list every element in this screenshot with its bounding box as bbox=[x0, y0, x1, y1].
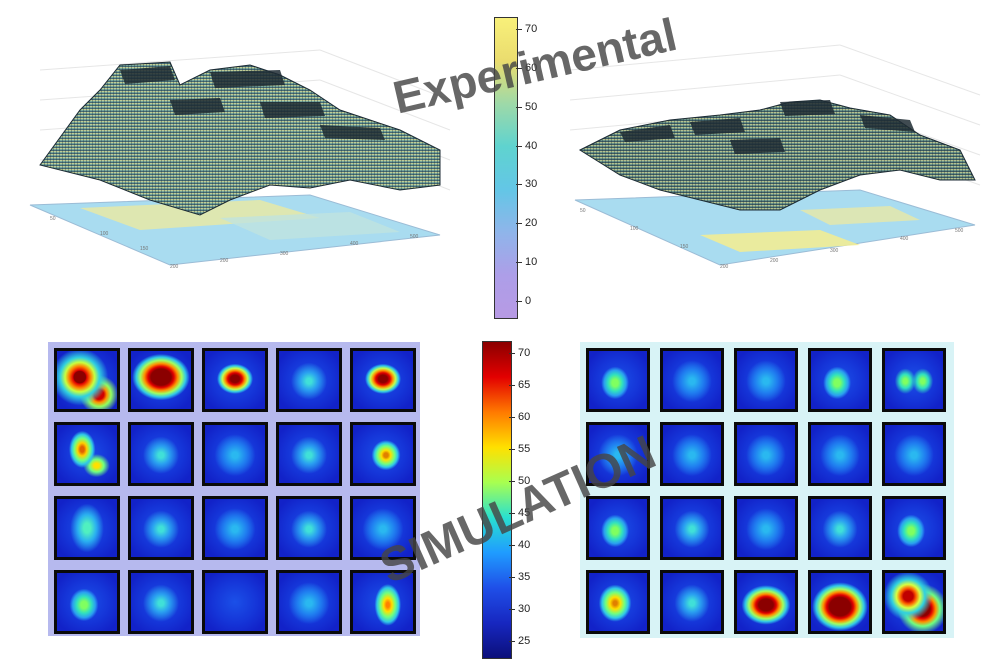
heatmap-cell bbox=[586, 348, 650, 412]
svg-text:400: 400 bbox=[900, 236, 909, 242]
colorbar-experimental bbox=[494, 17, 518, 319]
heatmap-cell bbox=[276, 422, 342, 486]
surface-plot-left: 50 100 150 200 200 300 400 500 bbox=[29, 49, 451, 270]
svg-text:100: 100 bbox=[100, 231, 109, 237]
heatmap-cell bbox=[202, 570, 268, 634]
heatmap-cell bbox=[54, 422, 120, 486]
heatmap-panel-right bbox=[580, 342, 954, 638]
svg-text:200: 200 bbox=[220, 258, 229, 264]
heatmap-cell bbox=[734, 496, 798, 560]
colorbar-tick-label: 40 bbox=[508, 539, 531, 551]
heatmap-cell bbox=[660, 570, 724, 634]
surface-mesh bbox=[578, 99, 976, 211]
heatmap-cell bbox=[734, 348, 798, 412]
heatmap-cell bbox=[660, 422, 724, 486]
svg-text:300: 300 bbox=[830, 248, 839, 254]
svg-text:200: 200 bbox=[720, 264, 729, 270]
heatmap-cell bbox=[882, 348, 946, 412]
heatmap-cell bbox=[350, 496, 416, 560]
svg-text:150: 150 bbox=[140, 246, 149, 252]
svg-text:50: 50 bbox=[50, 216, 56, 222]
svg-text:100: 100 bbox=[630, 226, 639, 232]
heatmap-cell bbox=[350, 348, 416, 412]
heatmap-cell bbox=[202, 422, 268, 486]
colorbar-tick-label: 60 bbox=[508, 411, 531, 423]
colorbar-tick-label: 65 bbox=[508, 379, 531, 391]
heatmap-cell bbox=[808, 496, 872, 560]
surface-mesh bbox=[39, 61, 441, 216]
heatmap-cell bbox=[586, 570, 650, 634]
colorbar-tick-label: 30 bbox=[515, 178, 538, 191]
colorbar-tick-label: 0 bbox=[515, 295, 532, 307]
heatmap-cell bbox=[350, 422, 416, 486]
svg-text:300: 300 bbox=[280, 251, 289, 257]
heatmap-cell bbox=[808, 422, 872, 486]
colorbar-tick-label: 60 bbox=[515, 61, 538, 74]
heatmap-cell bbox=[54, 348, 120, 412]
heatmap-cell bbox=[276, 570, 342, 634]
svg-text:200: 200 bbox=[170, 264, 179, 270]
colorbar-tick-label: 45 bbox=[508, 507, 531, 519]
colorbar-tick-label: 30 bbox=[508, 603, 531, 615]
heatmap-cell bbox=[276, 496, 342, 560]
heatmap-cell bbox=[586, 422, 650, 486]
surface-plot-right: 50 100 150 200 200 300 400 500 bbox=[569, 44, 981, 270]
heatmap-cell bbox=[128, 422, 194, 486]
svg-text:500: 500 bbox=[955, 228, 964, 234]
heatmap-cell bbox=[128, 496, 194, 560]
colorbar-tick-label: 70 bbox=[508, 347, 531, 359]
heatmap-cell bbox=[808, 348, 872, 412]
svg-text:50: 50 bbox=[580, 208, 586, 214]
heatmap-cell bbox=[882, 570, 946, 634]
heatmap-panel-left bbox=[48, 342, 420, 636]
heatmap-cell bbox=[202, 348, 268, 412]
heatmap-cell bbox=[882, 496, 946, 560]
svg-text:500: 500 bbox=[410, 234, 419, 240]
colorbar-simulation bbox=[482, 341, 512, 659]
colorbar-tick-label: 20 bbox=[515, 217, 538, 230]
colorbar-tick-label: 10 bbox=[515, 256, 538, 269]
svg-text:200: 200 bbox=[770, 258, 779, 264]
heatmap-cell bbox=[350, 570, 416, 634]
heatmap-cell bbox=[882, 422, 946, 486]
svg-text:150: 150 bbox=[680, 244, 689, 250]
colorbar-tick-label: 35 bbox=[508, 571, 531, 583]
heatmap-cell bbox=[734, 422, 798, 486]
heatmap-cell bbox=[54, 570, 120, 634]
heatmap-cell bbox=[808, 570, 872, 634]
heatmap-cell bbox=[586, 496, 650, 560]
heatmap-cell bbox=[660, 348, 724, 412]
heatmap-cell bbox=[660, 496, 724, 560]
heatmap-cell bbox=[276, 348, 342, 412]
svg-text:400: 400 bbox=[350, 241, 359, 247]
colorbar-tick-label: 25 bbox=[508, 635, 531, 647]
colorbar-tick-label: 50 bbox=[515, 100, 538, 113]
heatmap-cell bbox=[128, 570, 194, 634]
colorbar-tick-label: 70 bbox=[515, 23, 538, 35]
heatmap-cell bbox=[734, 570, 798, 634]
colorbar-tick-label: 50 bbox=[508, 475, 531, 487]
colorbar-tick-label: 40 bbox=[515, 139, 538, 152]
heatmap-cell bbox=[202, 496, 268, 560]
colorbar-tick-label: 55 bbox=[508, 443, 531, 455]
heatmap-cell bbox=[54, 496, 120, 560]
heatmap-cell bbox=[128, 348, 194, 412]
